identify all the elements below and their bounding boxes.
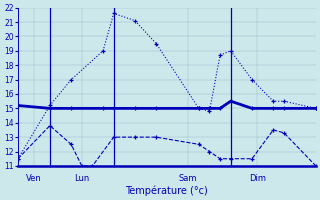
X-axis label: Température (°c): Température (°c) (125, 185, 208, 196)
